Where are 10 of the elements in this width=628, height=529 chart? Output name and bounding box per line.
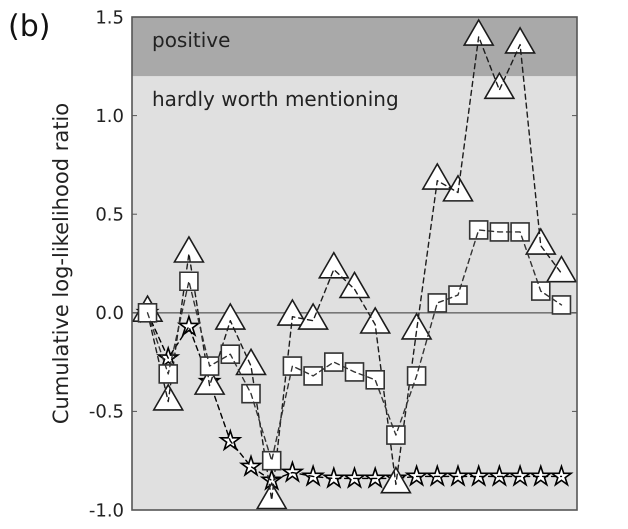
y-tick-label: 0.0	[95, 303, 124, 324]
y-tick-label: 1.5	[95, 7, 124, 28]
y-tick-label: 1.0	[95, 106, 124, 127]
y-tick-label: 0.5	[95, 204, 124, 226]
y-tick-label: -1.0	[88, 500, 124, 522]
band-label: hardly worth mentioning	[152, 87, 399, 112]
y-axis-title: Cumulative log-likelihood ratio	[49, 102, 73, 424]
band-label: positive	[152, 28, 230, 52]
chart-title: (b)	[8, 9, 50, 44]
y-tick-label: -0.5	[88, 402, 124, 423]
